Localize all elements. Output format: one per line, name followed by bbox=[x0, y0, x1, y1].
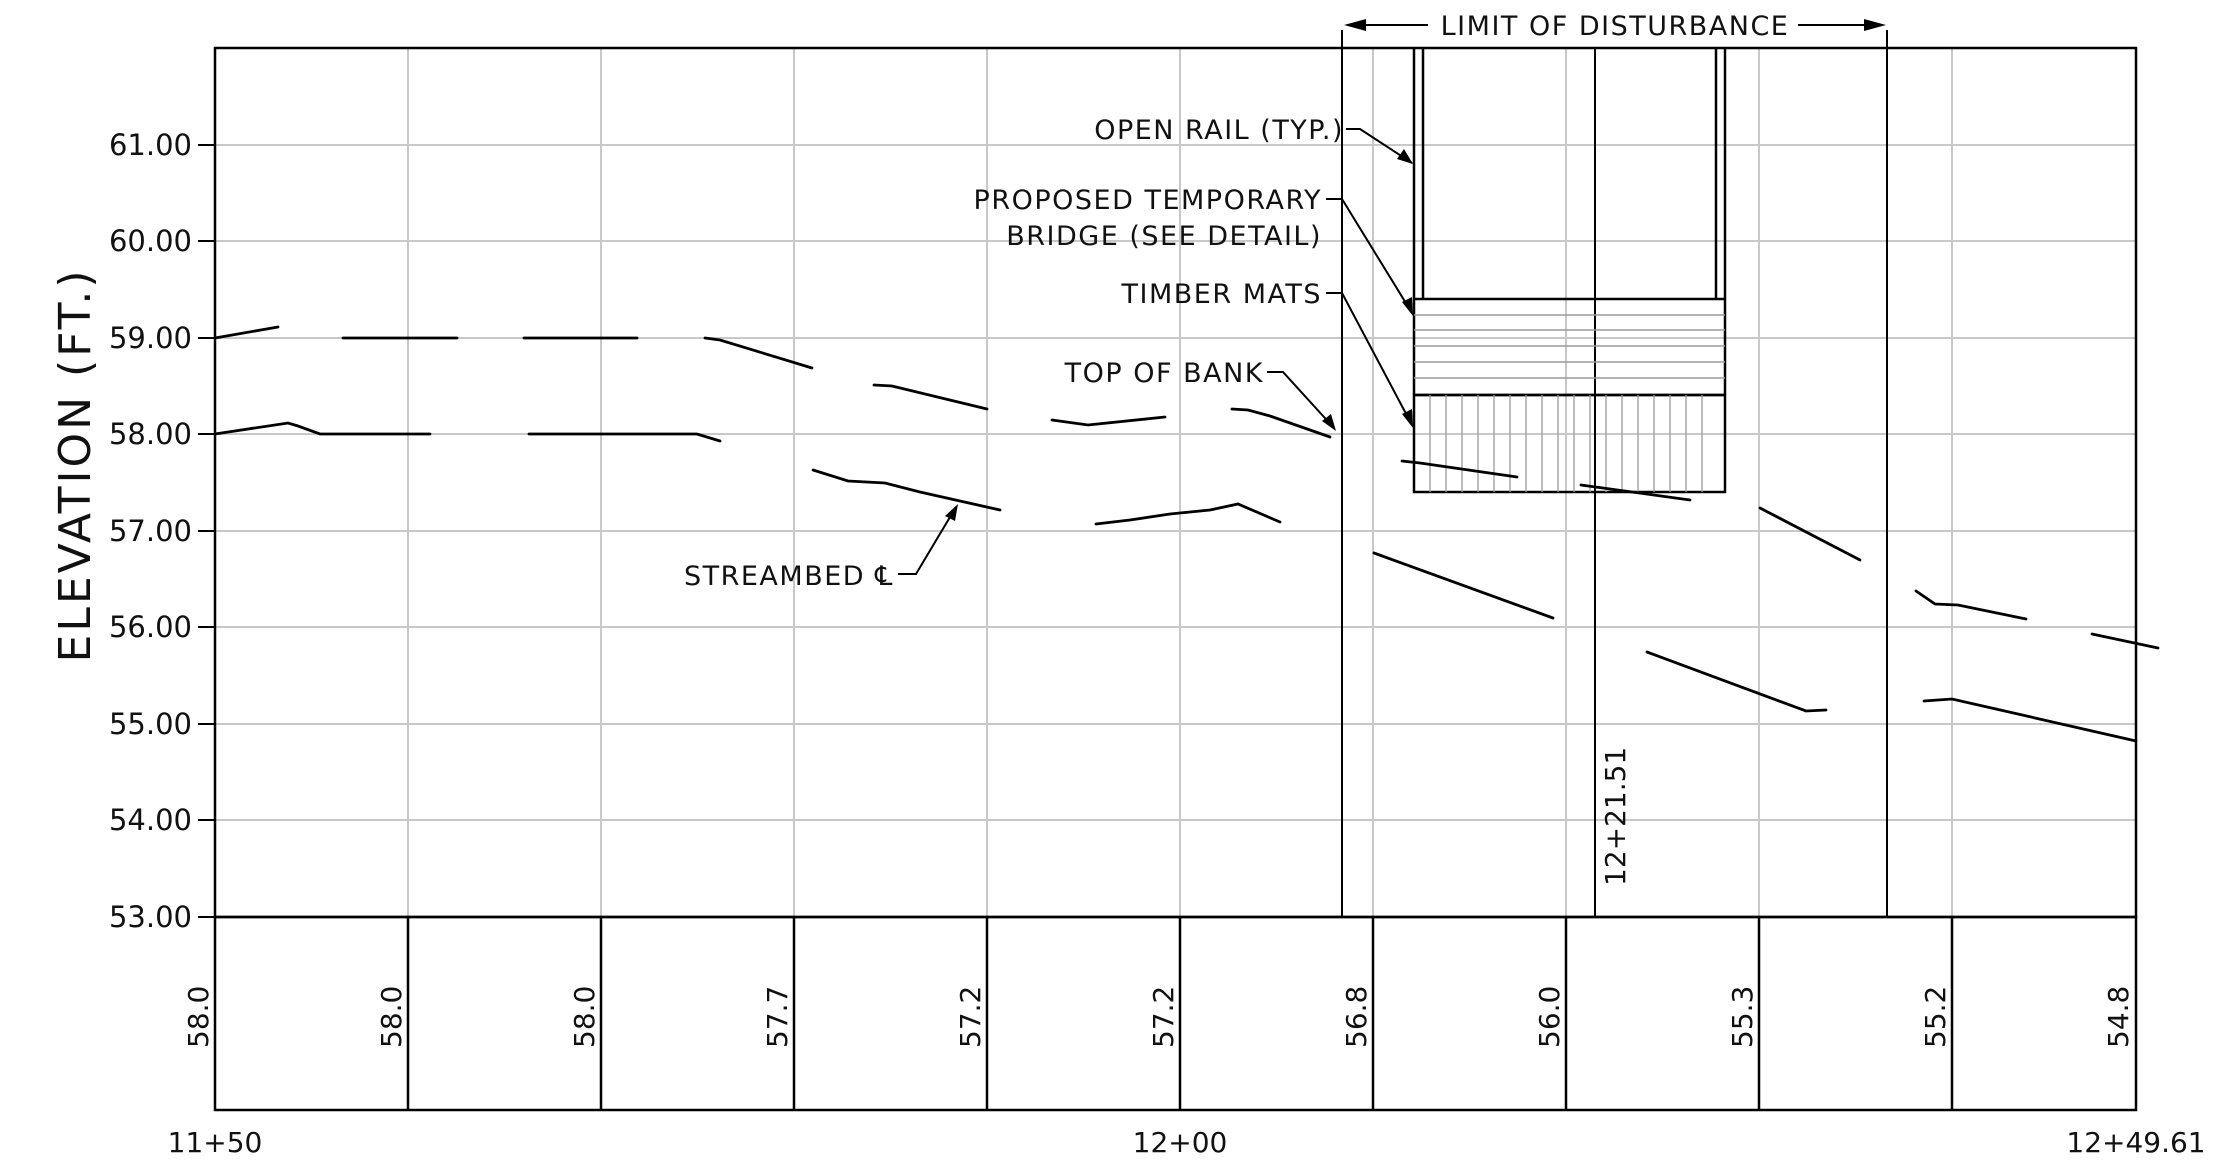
y-tick-label: 54.00 bbox=[109, 803, 192, 837]
y-tick-label: 59.00 bbox=[109, 321, 192, 355]
station-label-end: 12+49.61 bbox=[2066, 1126, 2205, 1159]
timber-mats bbox=[1412, 393, 1727, 494]
elevation-row: 58.0 58.0 58.0 57.7 57.2 57.2 56.8 56.0 … bbox=[182, 986, 2135, 1048]
y-tick-label: 53.00 bbox=[109, 900, 192, 934]
station-label-start: 11+50 bbox=[168, 1126, 263, 1159]
y-tick-label: 61.00 bbox=[109, 128, 192, 162]
limit-of-disturbance-lines bbox=[1341, 30, 1888, 917]
station-label-mid: 12+00 bbox=[1133, 1126, 1228, 1159]
elevation-value: 58.0 bbox=[182, 986, 215, 1048]
bridge-note-line1: PROPOSED TEMPORARY bbox=[974, 185, 1322, 216]
frame bbox=[213, 46, 2138, 1112]
y-tick-label: 56.00 bbox=[109, 610, 192, 644]
open-rail-note: OPEN RAIL (TYP.) bbox=[1094, 115, 1344, 146]
limit-of-disturbance-arrows bbox=[1344, 19, 1886, 31]
elevation-value: 55.3 bbox=[1726, 986, 1759, 1048]
streambed-centerline-note: STREAMBED ℄ bbox=[684, 561, 894, 592]
grid bbox=[215, 48, 2136, 917]
y-tick-marks bbox=[198, 144, 215, 918]
elevation-value: 58.0 bbox=[568, 986, 601, 1048]
timber-mats-note: TIMBER MATS bbox=[1121, 279, 1322, 310]
y-axis-title: ELEVATION (FT.) bbox=[50, 268, 101, 663]
elevation-value: 57.7 bbox=[761, 986, 794, 1048]
top-of-bank-note: TOP OF BANK bbox=[1064, 358, 1264, 389]
temporary-bridge bbox=[1412, 48, 1727, 397]
y-tick-label: 60.00 bbox=[109, 224, 192, 258]
y-tick-labels: 61.00 60.00 59.00 58.00 57.00 56.00 55.0… bbox=[109, 128, 192, 934]
elevation-value: 57.2 bbox=[1147, 986, 1180, 1048]
elevation-value: 56.0 bbox=[1533, 986, 1566, 1048]
y-tick-label: 58.00 bbox=[109, 417, 192, 451]
callout-arrowheads bbox=[945, 149, 1413, 521]
elevation-value: 54.8 bbox=[2102, 986, 2135, 1048]
existing-ground-profiles bbox=[213, 325, 2160, 743]
elevation-value: 58.0 bbox=[375, 986, 408, 1048]
elevation-value: 55.2 bbox=[1919, 986, 1952, 1048]
y-tick-label: 57.00 bbox=[109, 514, 192, 548]
elevation-value: 57.2 bbox=[954, 986, 987, 1048]
elevation-value: 56.8 bbox=[1340, 986, 1373, 1048]
callout-leaders bbox=[898, 128, 1413, 575]
y-tick-label: 55.00 bbox=[109, 707, 192, 741]
bridge-note-line2: BRIDGE (SEE DETAIL) bbox=[1006, 221, 1322, 252]
bridge-deck-lines bbox=[1414, 314, 1725, 379]
station-callout: 12+21.51 bbox=[1599, 747, 1632, 886]
limit-of-disturbance-label: LIMIT OF DISTURBANCE bbox=[1441, 11, 1790, 42]
